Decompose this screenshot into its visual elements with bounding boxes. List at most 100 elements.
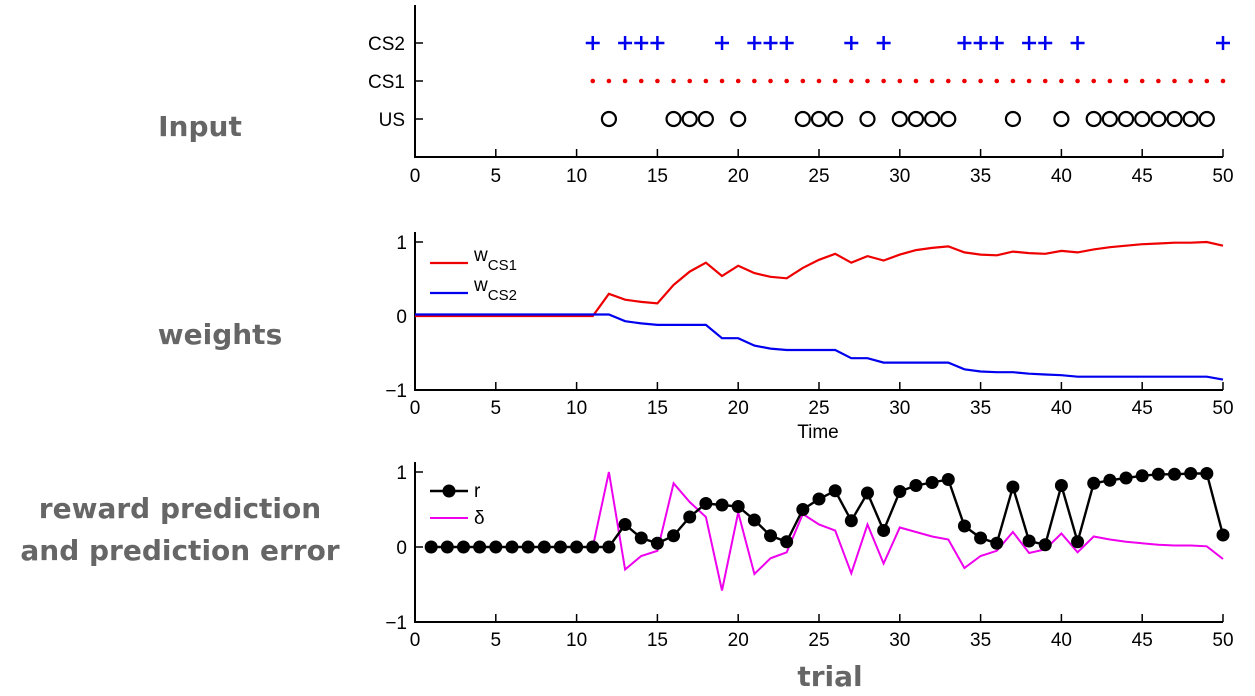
row-label-reward-line2: and prediction error bbox=[20, 534, 340, 567]
us-circle-marker bbox=[1053, 110, 1070, 128]
r-point-marker bbox=[812, 492, 826, 506]
r-point-marker bbox=[699, 497, 713, 510]
cs1-dot-marker bbox=[1091, 78, 1097, 84]
cs1-dot-marker bbox=[897, 78, 903, 84]
r-point-marker bbox=[1151, 467, 1165, 481]
delta-line bbox=[431, 471, 1224, 591]
r-point-marker bbox=[1135, 469, 1149, 483]
r-point-marker bbox=[489, 540, 503, 554]
cs1-dot-marker bbox=[703, 78, 709, 84]
reward-xtick-label: 50 bbox=[1212, 630, 1233, 651]
legend-label-w_cs1: wCS1 bbox=[473, 245, 517, 274]
weights-xtick-label: 35 bbox=[970, 398, 991, 419]
r-point-marker bbox=[957, 519, 971, 533]
r-point-marker bbox=[893, 485, 907, 498]
r-point-marker bbox=[715, 498, 729, 512]
weights-xtick-label: 25 bbox=[808, 398, 829, 419]
cs1-dot-marker bbox=[800, 78, 806, 84]
input-xtick-label: 15 bbox=[647, 166, 668, 187]
w-cs1-line bbox=[415, 240, 1224, 318]
cs1-dot-marker bbox=[1059, 78, 1064, 84]
reward-xtick-label: 10 bbox=[566, 630, 587, 651]
us-circle-marker bbox=[600, 110, 618, 128]
cs2-plus-marker bbox=[957, 36, 972, 50]
weights-xtick-label: 5 bbox=[491, 398, 502, 419]
us-circle-marker bbox=[1198, 110, 1215, 128]
w-cs2-line bbox=[415, 313, 1224, 381]
reward-ytick-label: −1 bbox=[385, 613, 407, 634]
cs1-dot-marker bbox=[1188, 78, 1193, 84]
cs1-dot-marker bbox=[687, 78, 693, 84]
r-point-marker bbox=[505, 540, 519, 554]
r-point-marker bbox=[764, 529, 778, 543]
us-circle-marker bbox=[1134, 110, 1151, 128]
weights-ytick-label: 1 bbox=[396, 233, 407, 254]
cs1-dot-marker bbox=[1010, 78, 1016, 84]
r-point-marker bbox=[780, 535, 794, 549]
r-point-marker bbox=[909, 479, 923, 492]
r-point-marker bbox=[925, 476, 939, 489]
us-circle-marker bbox=[1117, 110, 1135, 128]
cs1-dot-marker bbox=[719, 78, 725, 84]
us-circle-marker bbox=[924, 110, 941, 128]
weights-ytick-label: 0 bbox=[396, 307, 407, 328]
legend-label-w_cs2: wCS2 bbox=[473, 275, 517, 304]
cs2-plus-marker bbox=[634, 36, 649, 50]
cs2-plus-marker bbox=[973, 36, 988, 50]
reward-ytick-label: 0 bbox=[396, 538, 407, 559]
weights-axes bbox=[414, 232, 1223, 391]
row-label-weights: weights bbox=[157, 318, 283, 351]
cs1-dot-marker bbox=[671, 78, 676, 84]
cs2-plus-marker bbox=[585, 36, 600, 50]
cs2-plus-marker bbox=[650, 36, 665, 50]
us-circle-marker bbox=[730, 110, 747, 128]
cs1-dot-marker bbox=[1204, 78, 1210, 84]
reward-xtick-label: 45 bbox=[1132, 630, 1153, 651]
cs1-dot-marker bbox=[638, 78, 644, 84]
r-point-marker bbox=[747, 513, 761, 527]
us-circle-marker bbox=[681, 110, 698, 128]
reward-xtick-label: 5 bbox=[491, 630, 502, 651]
r-point-marker bbox=[941, 473, 955, 486]
r-point-marker bbox=[796, 503, 810, 516]
input-ytick-label-us: US bbox=[379, 110, 405, 131]
reward-ytick-label: 1 bbox=[396, 463, 407, 484]
r-point-marker bbox=[473, 540, 487, 554]
cs2-plus-marker bbox=[763, 36, 778, 50]
r-point-marker bbox=[1006, 480, 1020, 494]
input-xtick-label: 20 bbox=[728, 166, 749, 187]
cs1-dot-marker bbox=[994, 78, 1000, 84]
cs1-dot-marker bbox=[590, 78, 596, 84]
cs1-dot-marker bbox=[1123, 78, 1129, 84]
cs2-plus-marker bbox=[1070, 36, 1085, 50]
r-point-marker bbox=[1184, 467, 1198, 480]
weights-xtick-label: 10 bbox=[566, 398, 587, 419]
weights-ytick-label: −1 bbox=[385, 381, 407, 402]
cs2-plus-marker bbox=[989, 36, 1004, 50]
cs1-dot-marker bbox=[784, 78, 789, 84]
r-point-marker bbox=[1038, 538, 1052, 552]
input-xtick-label: 10 bbox=[566, 166, 587, 187]
r-point-marker bbox=[860, 486, 874, 500]
r-point-marker bbox=[1216, 528, 1230, 542]
r-point-marker bbox=[618, 518, 632, 531]
cs1-dot-marker bbox=[606, 78, 612, 84]
us-circle-marker bbox=[697, 110, 714, 128]
legend-marker-r bbox=[442, 484, 456, 498]
r-point-marker bbox=[828, 484, 842, 498]
us-circle-marker bbox=[1101, 110, 1118, 128]
row-label-input: Input bbox=[158, 110, 242, 143]
input-xtick-label: 25 bbox=[808, 166, 829, 187]
input-xtick-label: 30 bbox=[889, 166, 910, 187]
legend-label-delta: δ bbox=[474, 508, 485, 529]
us-circle-marker bbox=[907, 110, 925, 128]
weights-xtick-label: 40 bbox=[1051, 398, 1072, 419]
cs2-plus-marker bbox=[876, 36, 891, 50]
input-ytick-label-cs1: CS1 bbox=[368, 72, 405, 93]
reward-xtick-label: 40 bbox=[1051, 630, 1072, 651]
cs1-dot-marker bbox=[752, 78, 757, 84]
cs1-dot-marker bbox=[913, 78, 919, 84]
r-point-marker bbox=[440, 540, 454, 554]
r-point-marker bbox=[537, 540, 551, 554]
